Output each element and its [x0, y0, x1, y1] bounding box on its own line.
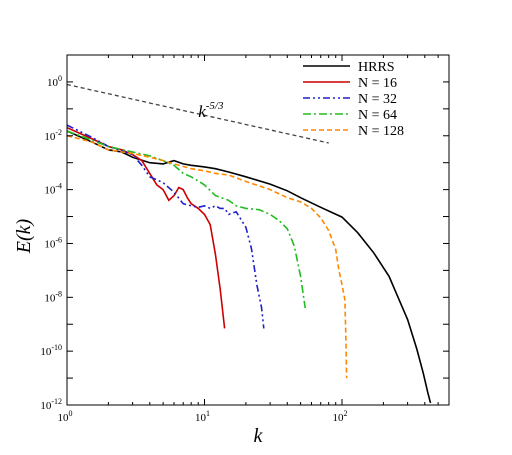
slope-annotation: k-5/3 — [198, 100, 224, 121]
slope-annotation-text: k-5/3 — [198, 100, 224, 121]
reference-slope-line — [66, 83, 329, 144]
legend-label: N = 16 — [358, 76, 397, 91]
legend-label: N = 128 — [358, 124, 404, 139]
x-tick-label: 100 — [58, 409, 73, 424]
series-line-n-16 — [66, 126, 226, 329]
y-tick-label: 10-6 — [44, 235, 62, 250]
legend-label: N = 32 — [358, 92, 397, 107]
x-tick-label: 101 — [195, 409, 210, 424]
series-line-n-32 — [66, 124, 265, 329]
y-tick-label: 100 — [47, 74, 62, 89]
plot-frame — [66, 54, 450, 406]
y-tick-label: 10-10 — [40, 343, 62, 358]
y-tick-label: 10-8 — [44, 289, 62, 304]
legend-label: HRRS — [358, 60, 395, 75]
y-tick-label: 10-2 — [44, 128, 62, 143]
y-tick-label: 10-12 — [40, 397, 62, 412]
y-axis-label: E(k) — [13, 218, 35, 254]
y-axis-ticks: 100 10-2 10-4 10-6 10-8 10-10 10-12 — [40, 54, 449, 412]
x-axis-ticks: 100 101 102 — [58, 55, 450, 424]
x-axis-label: k — [254, 425, 264, 447]
series-line-n-64 — [66, 130, 306, 309]
series-line-n-128 — [66, 135, 348, 379]
legend-label: N = 64 — [358, 108, 397, 123]
y-tick-label: 10-4 — [44, 182, 62, 197]
x-tick-label: 102 — [333, 409, 348, 424]
series-line-hrrs — [66, 130, 432, 404]
